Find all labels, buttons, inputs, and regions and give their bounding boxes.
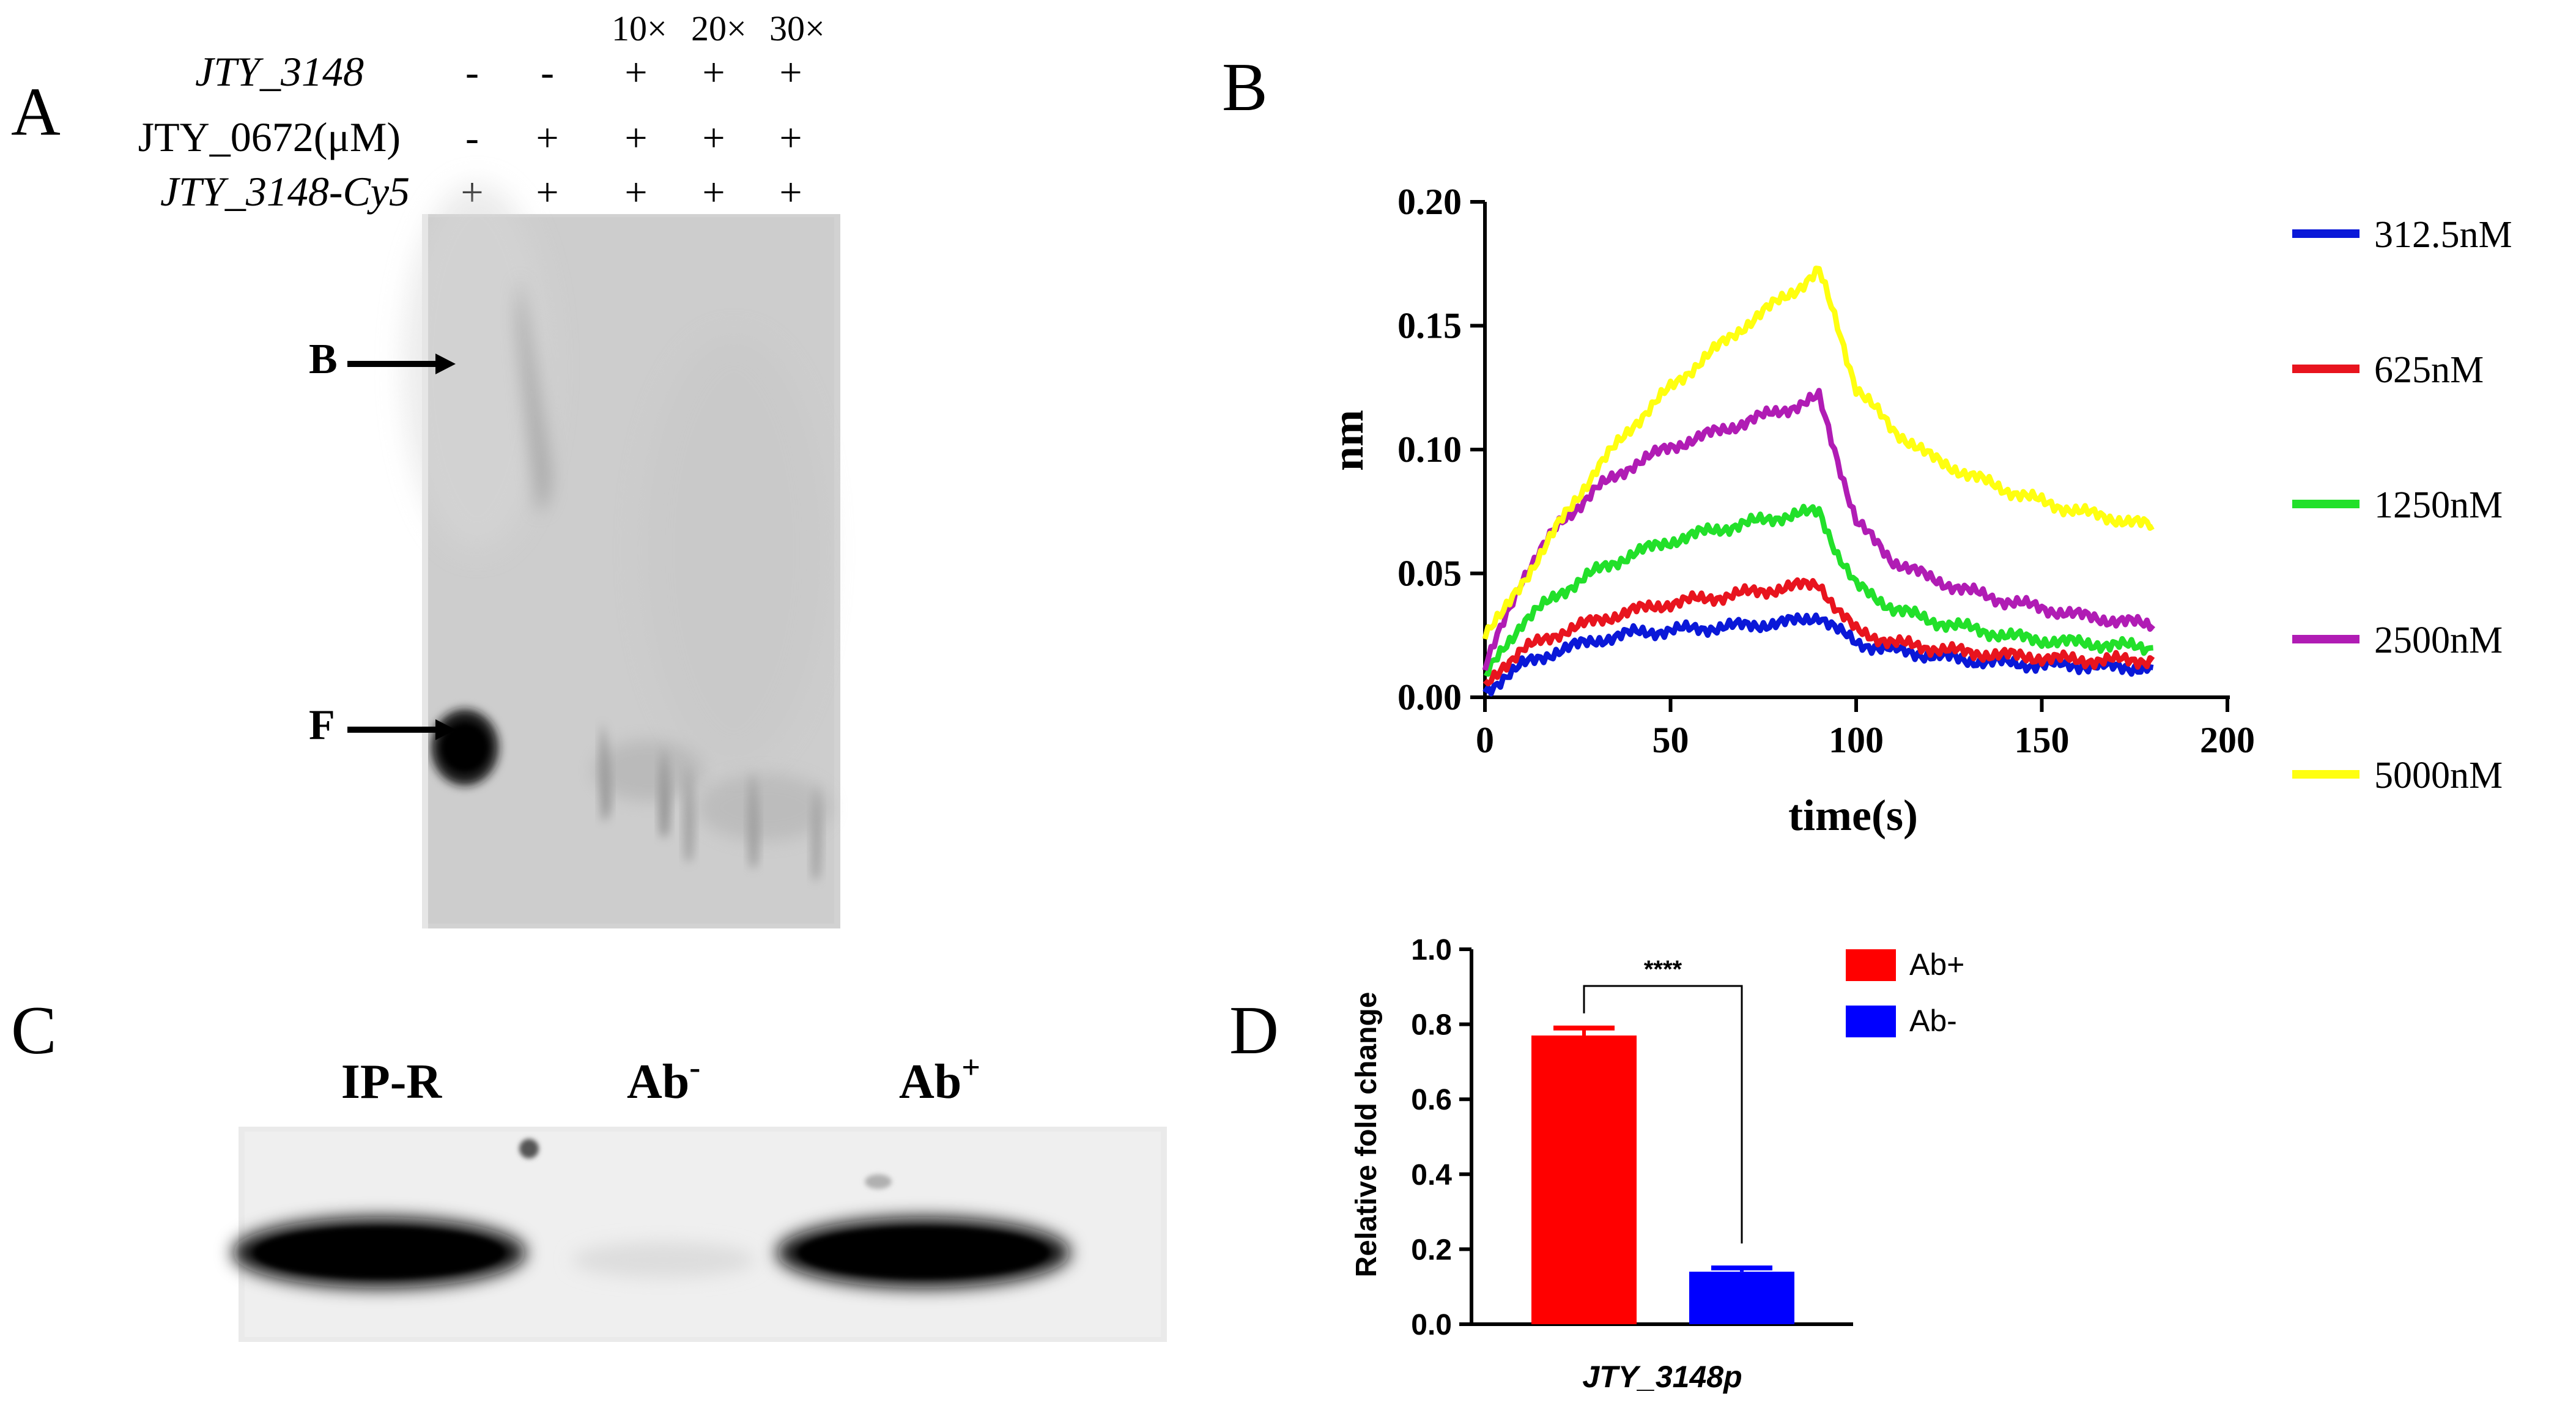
- lane-sign: +: [536, 170, 558, 215]
- competitor-label-10x: 10×: [612, 9, 667, 48]
- panel-d-y-axis-label: Relative fold change: [1350, 992, 1383, 1278]
- x-tick-label: 0: [1476, 720, 1494, 760]
- lane-sign: +: [779, 170, 802, 215]
- emsa-gel: [404, 183, 840, 928]
- row-label-probe-cy5: JTY_3148-Cy5: [160, 168, 410, 215]
- lane-sign: +: [779, 50, 802, 95]
- x-tick-label: 200: [2200, 720, 2255, 760]
- lane-sign-grid: --+++-+++++++++: [461, 50, 802, 215]
- competitor-label-30x: 30×: [769, 9, 825, 48]
- y-tick-label: 0.00: [1397, 677, 1462, 717]
- panel-b: B nm time(s) 0 50 100 150 200 0.00 0.05 0.10 0.1…: [1222, 50, 2512, 840]
- legend-label: 1250nM: [2374, 484, 2503, 526]
- lane-label-ip: IP-R: [341, 1055, 443, 1109]
- lane-sign: +: [624, 116, 647, 160]
- y-tick-label: 0.10: [1397, 429, 1462, 470]
- y-tick-label: 0.20: [1397, 182, 1462, 222]
- panel-c-letter: C: [11, 993, 57, 1069]
- significance-bracket: [1583, 985, 1743, 1244]
- panel-b-x-axis-label: time(s): [1788, 791, 1918, 840]
- lane-sign: -: [465, 50, 479, 95]
- y-tick-label: 0.2: [1411, 1234, 1452, 1266]
- bar-Ab+: [1531, 1035, 1637, 1324]
- competitor-label-20x: 20×: [691, 9, 747, 48]
- lane-sign: -: [541, 50, 554, 95]
- lane-sign: +: [702, 50, 725, 95]
- lane-sign: -: [465, 116, 479, 160]
- legend-label: 312.5nM: [2374, 214, 2512, 256]
- y-tick-label: 0.8: [1411, 1009, 1452, 1042]
- lane-sign: +: [702, 170, 725, 215]
- series-line-2500nM: [1482, 388, 2156, 671]
- panel-a: A 10× 20× 30× JTY_3148 JTY_0672(μM) JTY_…: [11, 9, 840, 928]
- lane-sign: +: [702, 116, 725, 160]
- panel-d-legend: Ab+ Ab-: [1846, 947, 1964, 1038]
- panel-b-y-axis-label: nm: [1323, 410, 1372, 471]
- free-label: F: [309, 702, 335, 749]
- panel-d-bars: ****: [1531, 956, 1794, 1324]
- legend-label: 625nM: [2374, 349, 2484, 391]
- y-tick-label: 0.05: [1397, 554, 1462, 594]
- lane-sign: +: [624, 50, 647, 95]
- row-label-protein: JTY_0672(μM): [138, 114, 401, 160]
- lane-label-ab-neg: Ab-: [627, 1049, 700, 1109]
- significance-marker: ****: [1644, 956, 1682, 983]
- panel-d-x-axis-label: JTY_3148p: [1582, 1360, 1742, 1394]
- lane-sign: +: [536, 116, 558, 160]
- series-line-1250nM: [1484, 503, 2153, 677]
- y-tick-label: 0.15: [1397, 306, 1462, 346]
- series-line-5000nM: [1482, 265, 2155, 640]
- panel-b-legend: 312.5nM 625nM 1250nM 2500nM 5000nM: [2292, 214, 2512, 796]
- x-tick-label: 50: [1653, 720, 1689, 760]
- bound-label: B: [309, 336, 338, 383]
- y-tick-label: 0.6: [1411, 1084, 1452, 1116]
- lane-label-ab-pos: Ab+: [899, 1049, 980, 1109]
- legend-label: Ab+: [1909, 947, 1964, 982]
- series-line-625nM: [1482, 577, 2155, 687]
- legend-label: 5000nM: [2374, 755, 2503, 796]
- y-tick-label: 1.0: [1411, 934, 1452, 966]
- panel-b-series: [1482, 265, 2156, 697]
- lane-sign: +: [624, 170, 647, 215]
- panel-d: D Relative fold change JTY_3148p 0.0 0.2 0…: [1229, 934, 1964, 1394]
- panel-c: C IP-R Ab- Ab+: [11, 993, 1167, 1342]
- x-tick-label: 150: [2015, 720, 2070, 760]
- row-label-probe-unlabeled: JTY_3148: [195, 48, 364, 95]
- legend-swatch: [1846, 1006, 1896, 1037]
- free-arrow: [347, 719, 456, 740]
- legend-swatch: [1846, 949, 1896, 981]
- x-tick-label: 100: [1829, 720, 1884, 760]
- bound-arrow: [347, 354, 456, 374]
- western-blot: [232, 1127, 1167, 1342]
- y-tick-label: 0.0: [1411, 1309, 1452, 1341]
- legend-label: Ab-: [1909, 1004, 1957, 1038]
- panel-b-axes: 0 50 100 150 200 0.00 0.05 0.10 0.15 0.20: [1397, 182, 2255, 760]
- panel-d-letter: D: [1229, 993, 1279, 1069]
- panel-b-letter: B: [1222, 50, 1268, 125]
- y-tick-label: 0.4: [1411, 1159, 1452, 1191]
- panel-a-letter: A: [11, 74, 61, 150]
- bar-Ab-: [1689, 1272, 1794, 1324]
- legend-label: 2500nM: [2374, 620, 2503, 661]
- lane-sign: +: [779, 116, 802, 160]
